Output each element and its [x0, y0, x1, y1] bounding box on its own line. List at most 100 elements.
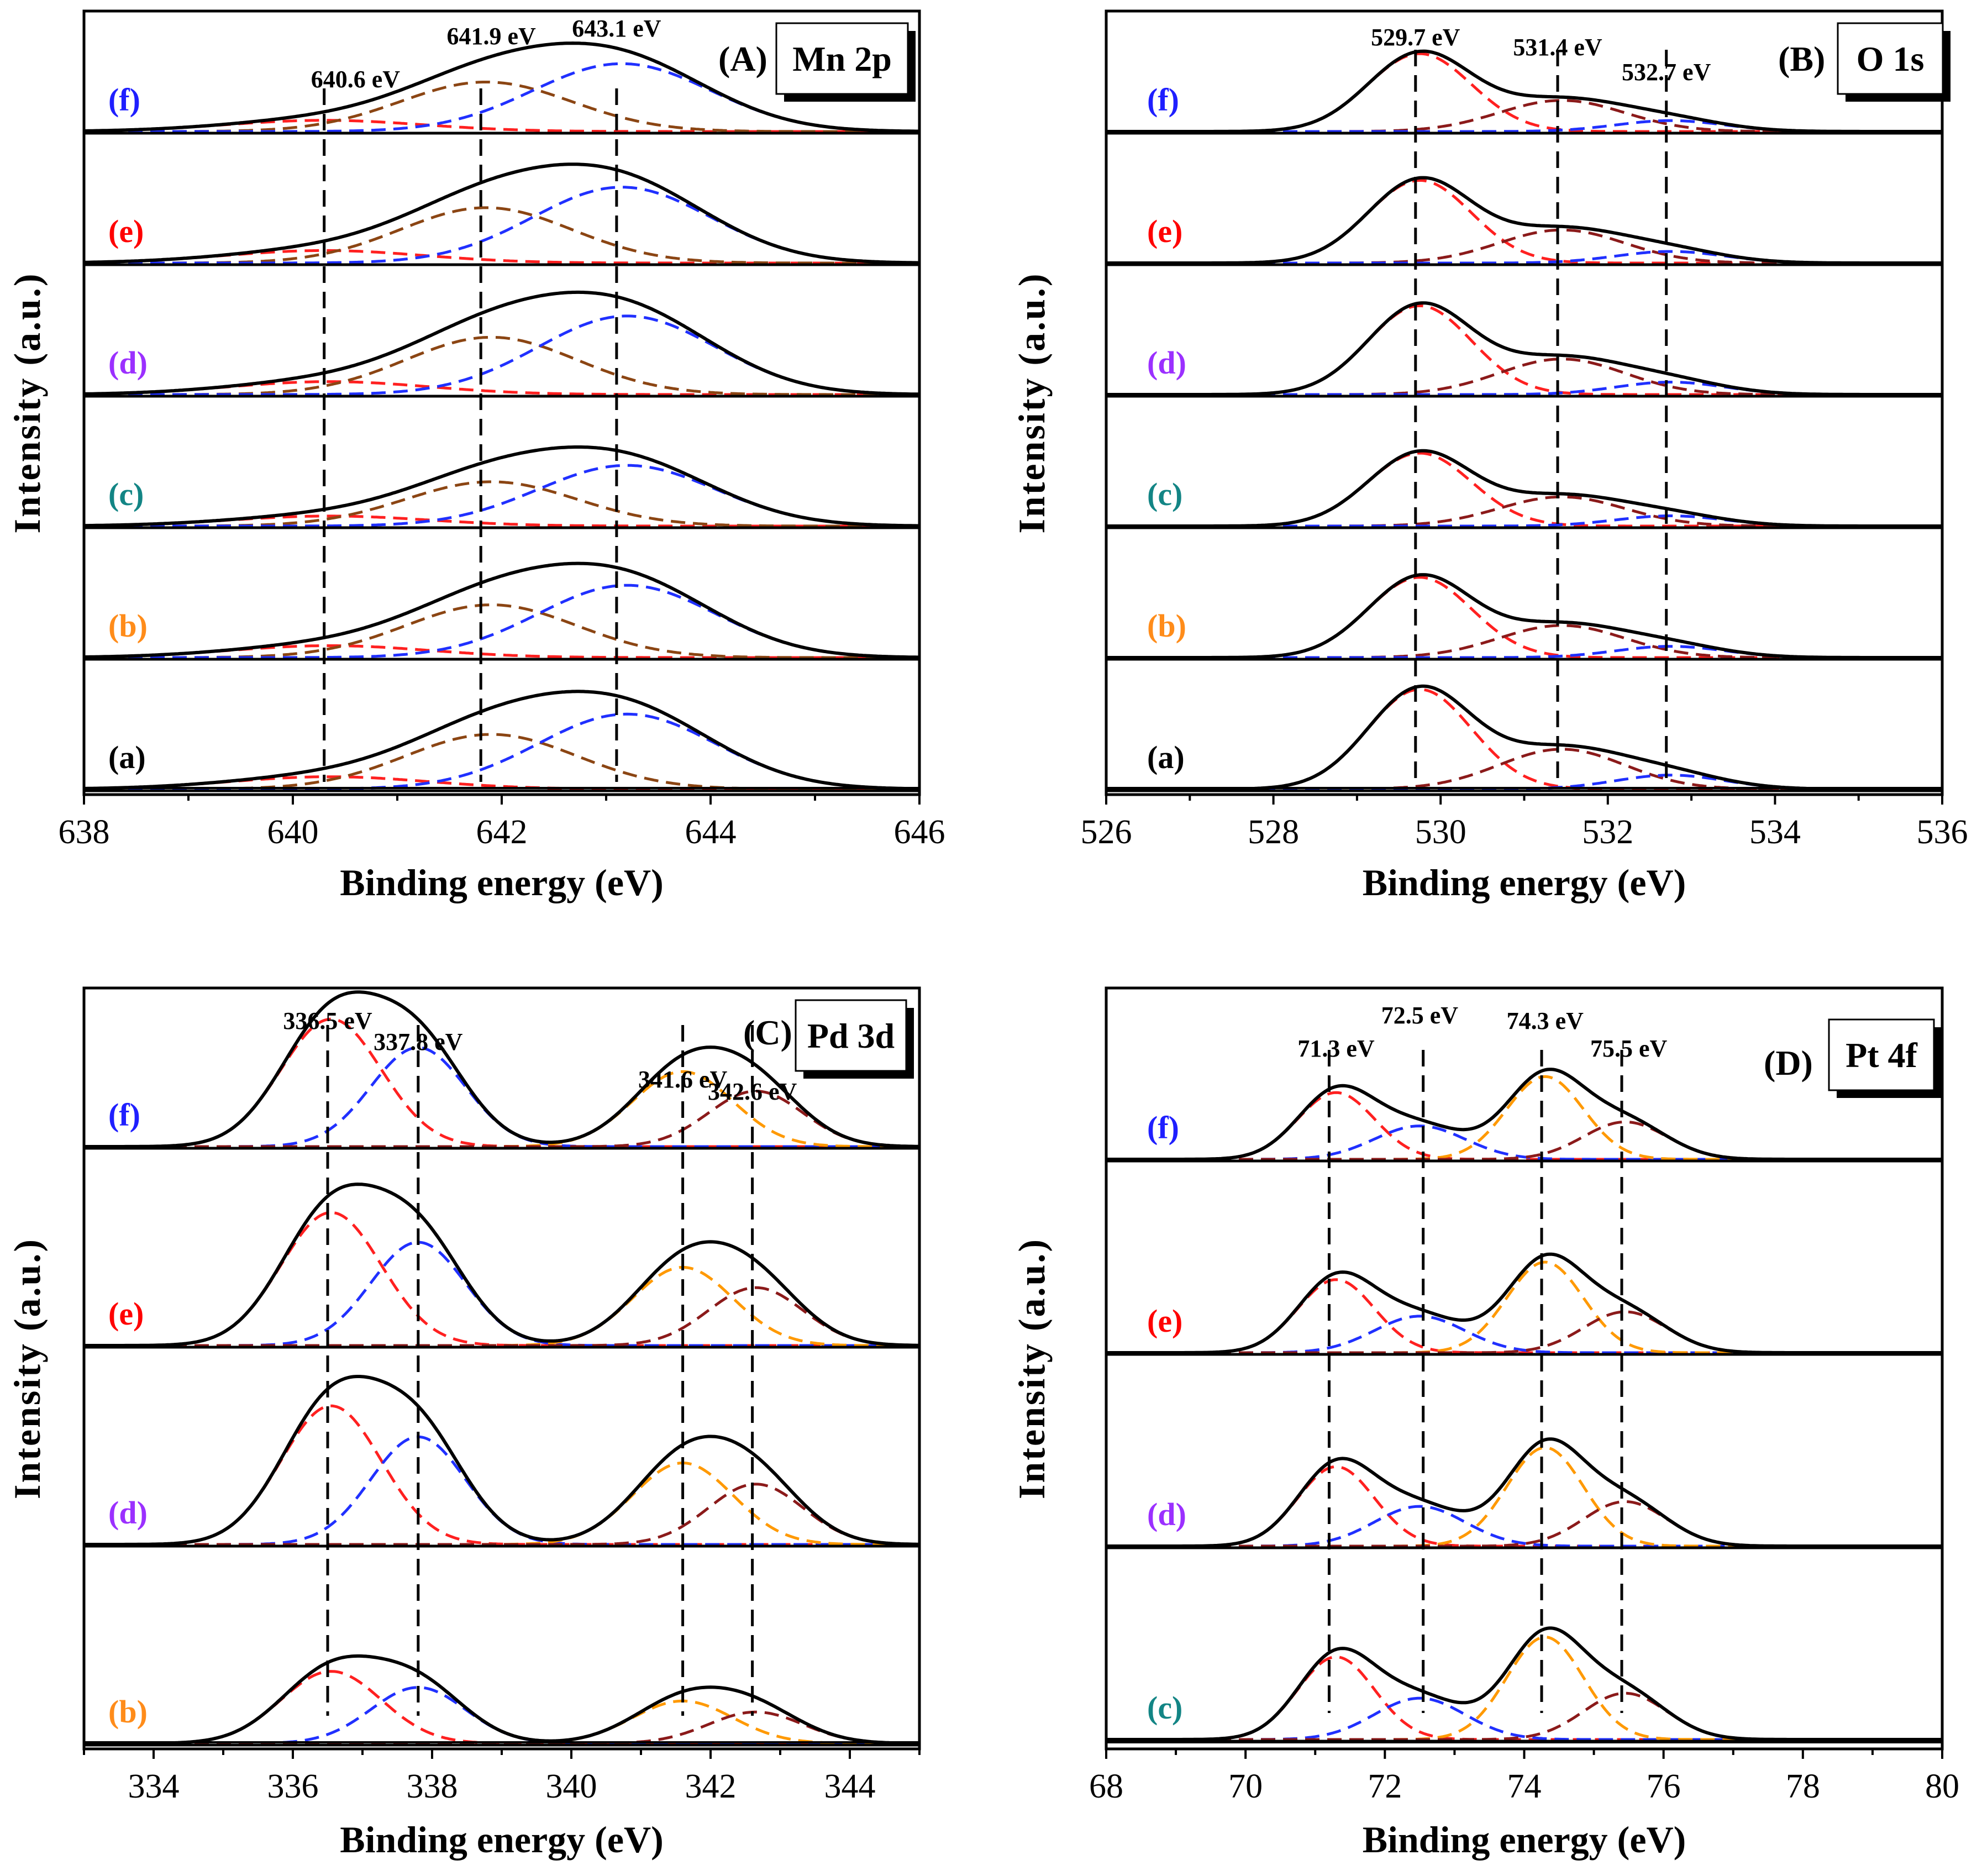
component-peak-darkred [1106, 1120, 1942, 1161]
x-tick-label: 530 [1415, 813, 1466, 851]
peak-energy-label: 72.5 eV [1381, 1002, 1459, 1029]
envelope-curve [84, 1183, 919, 1347]
component-peak-blue [84, 314, 920, 396]
x-tick-label: 526 [1081, 813, 1132, 851]
envelope-curve [1106, 1626, 1942, 1741]
component-peak-orange [1106, 1636, 1942, 1741]
x-tick-label: 70 [1228, 1768, 1263, 1805]
sample-A-e: (e) [83, 162, 919, 266]
sample-label: (f) [108, 1097, 140, 1133]
sample-D-e: (e) [1106, 1252, 1942, 1356]
panel-B: (f) (e) (d) (c) (b) (a) 529.7 eV 531.4 eV 532.7 … [1011, 9, 1968, 903]
envelope-curve [83, 690, 919, 791]
component-peak-darkred [1106, 1500, 1942, 1548]
sample-A-d: (d) [83, 290, 920, 398]
sample-B-b: (b) [1106, 573, 1942, 661]
component-peak-orange [1106, 1446, 1942, 1548]
component-peak-darkred [1106, 748, 1942, 791]
x-tick-label: 338 [407, 1768, 458, 1805]
peak-energy-label: 532.7 eV [1622, 59, 1711, 86]
peak-energy-label: 75.5 eV [1590, 1035, 1668, 1062]
peak-energy-label: 643.1 eV [572, 15, 661, 42]
component-peak-darkred [1106, 99, 1942, 133]
y-axis-title: Intensity (a.u.) [1011, 1238, 1053, 1499]
x-tick-label: 536 [1917, 813, 1968, 851]
sample-C-f: (f) [84, 990, 919, 1150]
peak-energy-label: 640.6 eV [311, 66, 401, 93]
sample-C-e: (e) [84, 1183, 919, 1349]
x-tick-label: 534 [1749, 813, 1801, 851]
envelope-curve [84, 41, 920, 133]
panel-tag: (B) [1778, 39, 1825, 78]
label-box [1828, 1018, 1935, 1091]
x-axis-title: Binding energy (eV) [340, 861, 664, 903]
component-peak-red [1106, 178, 1942, 265]
sample-C-d: (d) [84, 1375, 919, 1548]
plot-frame [1105, 986, 1944, 1751]
sample-label: (e) [108, 1296, 144, 1332]
x-tick-label: 340 [546, 1768, 597, 1805]
component-peak-orange [84, 1461, 919, 1546]
sample-label: (c) [1147, 1690, 1182, 1726]
peak-energy-label: 529.7 eV [1371, 24, 1460, 51]
peak-energy-label: 341.6 eV [638, 1066, 728, 1093]
x-tick-label: 74 [1507, 1768, 1542, 1805]
component-peak-darkred [1106, 228, 1942, 265]
x-tick-label: 644 [685, 813, 737, 851]
component-peak-darkred [84, 1090, 919, 1148]
component-peak-blue [1106, 1505, 1942, 1548]
peak-energy-label: 641.9 eV [446, 23, 536, 50]
component-peak-red [84, 1211, 919, 1347]
envelope-curve [1106, 684, 1942, 791]
sample-label: (d) [108, 1495, 148, 1531]
panel-element-label: Pt 4f [1846, 1036, 1917, 1075]
plot-frame [1105, 9, 1944, 796]
envelope-curve [84, 1375, 919, 1546]
panel-element-label: Mn 2p [792, 39, 892, 78]
x-tick-label: 344 [824, 1768, 876, 1805]
panel-tag: (A) [718, 39, 767, 78]
envelope-curve [1106, 1437, 1942, 1548]
component-peak-red [1106, 1091, 1942, 1161]
component-peak-red [1106, 576, 1942, 659]
x-tick-label: 532 [1582, 813, 1633, 851]
sample-A-c: (c) [83, 445, 919, 529]
component-peak-darkred [1106, 495, 1942, 528]
y-axis-title: Intensity (a.u.) [6, 1238, 48, 1499]
x-tick-label: 334 [128, 1768, 180, 1805]
component-peak-blue [84, 1241, 919, 1347]
x-tick-label: 78 [1786, 1768, 1820, 1805]
sample-A-b: (b) [83, 561, 919, 661]
x-tick-label: 342 [685, 1768, 737, 1805]
panel-element-label: Pd 3d [807, 1016, 895, 1055]
panel-tag: (D) [1764, 1043, 1813, 1082]
x-tick-label: 640 [267, 813, 319, 851]
sample-label: (a) [1147, 739, 1185, 775]
component-peak-orange [1106, 1260, 1942, 1354]
component-peak-red [84, 1404, 919, 1546]
sample-label: (f) [1147, 82, 1179, 118]
component-peak-blue [1106, 1124, 1942, 1161]
sample-label: (c) [1147, 476, 1182, 512]
component-peak-darkred [1106, 1691, 1942, 1741]
panel-element-label: O 1s [1857, 39, 1925, 78]
envelope-curve [1106, 49, 1942, 133]
component-peak-darkred [1106, 358, 1942, 396]
x-tick-label: 336 [267, 1768, 319, 1805]
sample-label: (b) [108, 1694, 148, 1730]
sample-D-f: (f) [1106, 1068, 1942, 1163]
sample-C-b: (b) [84, 1654, 920, 1747]
envelope-curve [1106, 449, 1942, 528]
y-axis-title: Intensity (a.u.) [6, 272, 48, 533]
plot-frame [82, 9, 921, 796]
sample-D-c: (c) [1106, 1626, 1942, 1743]
component-peak-red [1106, 688, 1942, 791]
envelope-curve [1106, 176, 1942, 265]
peak-energy-label: 71.3 eV [1297, 1035, 1375, 1062]
x-tick-label: 638 [59, 813, 110, 851]
label-box [795, 999, 907, 1072]
envelope-curve [1106, 1252, 1942, 1354]
